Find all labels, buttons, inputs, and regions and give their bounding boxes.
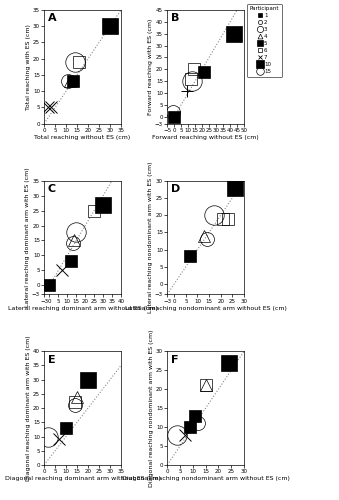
Legend: 1, 2, 3, 4, 5, 6, 7, 10, 15: 1, 2, 3, 4, 5, 6, 7, 10, 15 — [247, 4, 282, 76]
Text: C: C — [48, 184, 56, 194]
Y-axis label: Total reaching with ES (cm): Total reaching with ES (cm) — [26, 24, 31, 110]
Y-axis label: Lateral reaching dominant arm with ES (cm): Lateral reaching dominant arm with ES (c… — [25, 168, 30, 308]
Y-axis label: Forward reaching with ES (cm): Forward reaching with ES (cm) — [148, 18, 153, 115]
Text: A: A — [48, 14, 57, 24]
Text: B: B — [171, 14, 179, 24]
X-axis label: Lateral reaching dominant arm without ES (cm): Lateral reaching dominant arm without ES… — [7, 306, 158, 310]
Y-axis label: Diagonal reaching dominant arm with ES (cm): Diagonal reaching dominant arm with ES (… — [26, 336, 31, 481]
Text: D: D — [171, 184, 180, 194]
Text: E: E — [48, 354, 56, 364]
X-axis label: Diagonal reaching nondominant arm without ES (cm): Diagonal reaching nondominant arm withou… — [122, 476, 290, 481]
Y-axis label: Diagonal reaching nondominant arm with ES (cm): Diagonal reaching nondominant arm with E… — [149, 330, 154, 487]
X-axis label: Forward reaching without ES (cm): Forward reaching without ES (cm) — [152, 135, 259, 140]
X-axis label: Total reaching without ES (cm): Total reaching without ES (cm) — [34, 135, 131, 140]
Text: F: F — [171, 354, 179, 364]
X-axis label: Lateral reaching nondominant arm without ES (cm): Lateral reaching nondominant arm without… — [125, 306, 286, 310]
Y-axis label: Lateral reaching nondominant arm with ES (cm): Lateral reaching nondominant arm with ES… — [148, 162, 153, 313]
X-axis label: Diagonal reaching dominant arm without ES (cm): Diagonal reaching dominant arm without E… — [4, 476, 161, 481]
